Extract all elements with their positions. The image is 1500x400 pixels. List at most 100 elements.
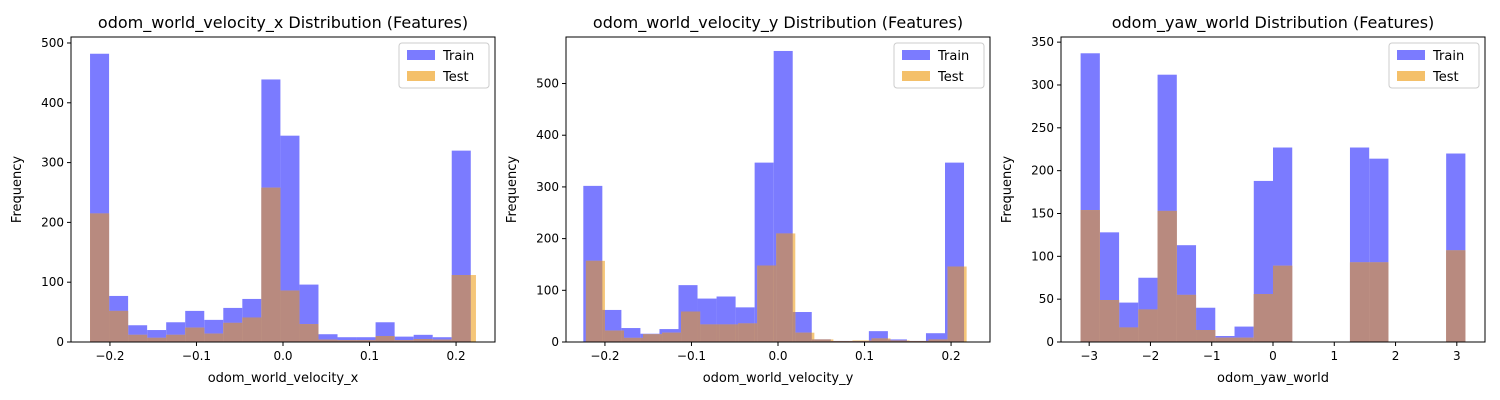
x-tick-label: −0.1 <box>182 349 211 363</box>
y-tick-label: 300 <box>41 156 64 170</box>
overlap-bar <box>1349 262 1370 342</box>
overlap-bar <box>773 265 777 342</box>
overlap-bar <box>299 324 319 342</box>
x-tick-label: 0.1 <box>855 349 874 363</box>
overlap-bar <box>1253 294 1273 342</box>
y-tick-label: 50 <box>1039 292 1054 306</box>
overlap-bar <box>1157 210 1177 342</box>
legend-label-train: Train <box>442 49 474 64</box>
overlap-bar <box>947 266 965 342</box>
overlap-bar <box>1099 300 1120 342</box>
train-bar <box>868 331 888 342</box>
overlap-bar <box>945 339 948 342</box>
overlap-bar <box>811 339 815 342</box>
chart-panel-3: −3 −2 −1 0 1 2 3 0 50 100 150 200 250 300 350 odom_yaw_… <box>1000 13 1486 386</box>
overlap-bar <box>604 330 622 342</box>
overlap-bar <box>887 339 891 342</box>
x-tick-label: 0.2 <box>447 349 466 363</box>
overlap-layer <box>1080 210 1466 342</box>
y-tick-label: 0 <box>1046 335 1054 349</box>
overlap-bar <box>1369 262 1389 342</box>
overlap-bar <box>147 337 167 342</box>
overlap-bar <box>852 340 869 342</box>
y-tick-label: 100 <box>1031 249 1054 263</box>
y-tick-label: 100 <box>41 275 64 289</box>
overlap-bar <box>662 332 679 342</box>
overlap-bar <box>871 338 888 342</box>
overlap-bar <box>261 187 281 342</box>
overlap-bar <box>735 324 739 342</box>
x-tick-label: 0.0 <box>273 349 292 363</box>
x-tick-label: 0.1 <box>360 349 379 363</box>
overlap-bar <box>697 311 701 342</box>
overlap-bar <box>738 323 755 342</box>
overlap-bar <box>1234 337 1254 342</box>
overlap-bar <box>223 322 243 342</box>
y-tick-label: 350 <box>1031 35 1054 49</box>
legend-swatch-test <box>902 71 930 81</box>
overlap-bar <box>602 309 605 342</box>
legend-label-test: Test <box>937 70 964 85</box>
overlap-bar <box>754 323 758 342</box>
y-tick-label: 200 <box>41 215 64 229</box>
x-tick-label: −3 <box>1080 349 1098 363</box>
overlap-bar <box>814 339 831 342</box>
legend-label-test: Test <box>442 70 469 85</box>
overlap-bar <box>242 317 262 342</box>
overlap-bar <box>716 324 720 342</box>
overlap-bar <box>1119 327 1139 342</box>
x-tick-label: 1 <box>1330 349 1338 363</box>
train-bar <box>337 337 357 342</box>
x-axis-label: odom_world_velocity_x <box>208 371 359 386</box>
y-tick-label: 200 <box>536 232 559 246</box>
overlap-bar <box>833 340 850 342</box>
overlap-bar <box>1196 330 1216 342</box>
train-bar <box>280 135 300 342</box>
overlap-bar <box>280 290 300 342</box>
overlap-bar <box>925 340 929 342</box>
legend: Train Test <box>1388 42 1480 89</box>
legend: Train Test <box>893 42 985 89</box>
legend-label-test: Test <box>1432 70 1459 85</box>
train-bar <box>147 330 167 342</box>
legend-label-train: Train <box>937 49 969 64</box>
chart-panel-2: −0.2 −0.1 0.0 0.1 0.2 0 100 200 300 400 500 odom_wo… <box>505 13 991 386</box>
overlap-bar <box>830 340 834 342</box>
chart-title: odom_world_velocity_y Distribution (Feat… <box>593 13 963 33</box>
overlap-bar <box>795 332 812 342</box>
legend-swatch-test <box>1397 71 1425 81</box>
x-tick-label: −2 <box>1142 349 1160 363</box>
overlap-bar <box>356 340 376 342</box>
x-tick-label: −0.1 <box>677 349 706 363</box>
legend-swatch-train <box>902 50 930 60</box>
overlap-bar <box>128 334 148 342</box>
x-tick-label: 2 <box>1392 349 1400 363</box>
overlap-bar <box>700 324 717 342</box>
y-tick-label: 500 <box>536 77 559 91</box>
overlap-bar <box>678 332 682 342</box>
legend-swatch-train <box>1397 50 1425 60</box>
x-tick-label: −0.2 <box>590 349 619 363</box>
y-axis-label: Frequency <box>505 156 520 223</box>
y-tick-label: 250 <box>1031 121 1054 135</box>
overlap-layer <box>585 233 965 342</box>
overlap-bar <box>719 324 736 342</box>
y-tick-label: 0 <box>551 335 559 349</box>
y-axis-label: Frequency <box>1000 156 1015 223</box>
overlap-bar <box>681 311 698 342</box>
overlap-bar <box>849 340 853 342</box>
overlap-layer <box>90 187 471 342</box>
overlap-bar <box>909 340 926 342</box>
overlap-bar <box>643 334 660 342</box>
chart-panel-1: −0.2 −0.1 0.0 0.1 0.2 0 100 200 300 400 500 odom_wo… <box>10 13 496 386</box>
overlap-bar <box>776 233 793 342</box>
train-bar <box>356 337 376 342</box>
overlap-bar <box>621 330 624 342</box>
overlap-bar <box>890 340 907 342</box>
chart-title: odom_yaw_world Distribution (Features) <box>1112 13 1435 33</box>
x-tick-label: 0 <box>1269 349 1277 363</box>
overlap-bar <box>585 260 603 342</box>
overlap-bar <box>928 339 946 342</box>
overlap-bar <box>659 334 663 342</box>
overlap-bar <box>337 340 357 342</box>
